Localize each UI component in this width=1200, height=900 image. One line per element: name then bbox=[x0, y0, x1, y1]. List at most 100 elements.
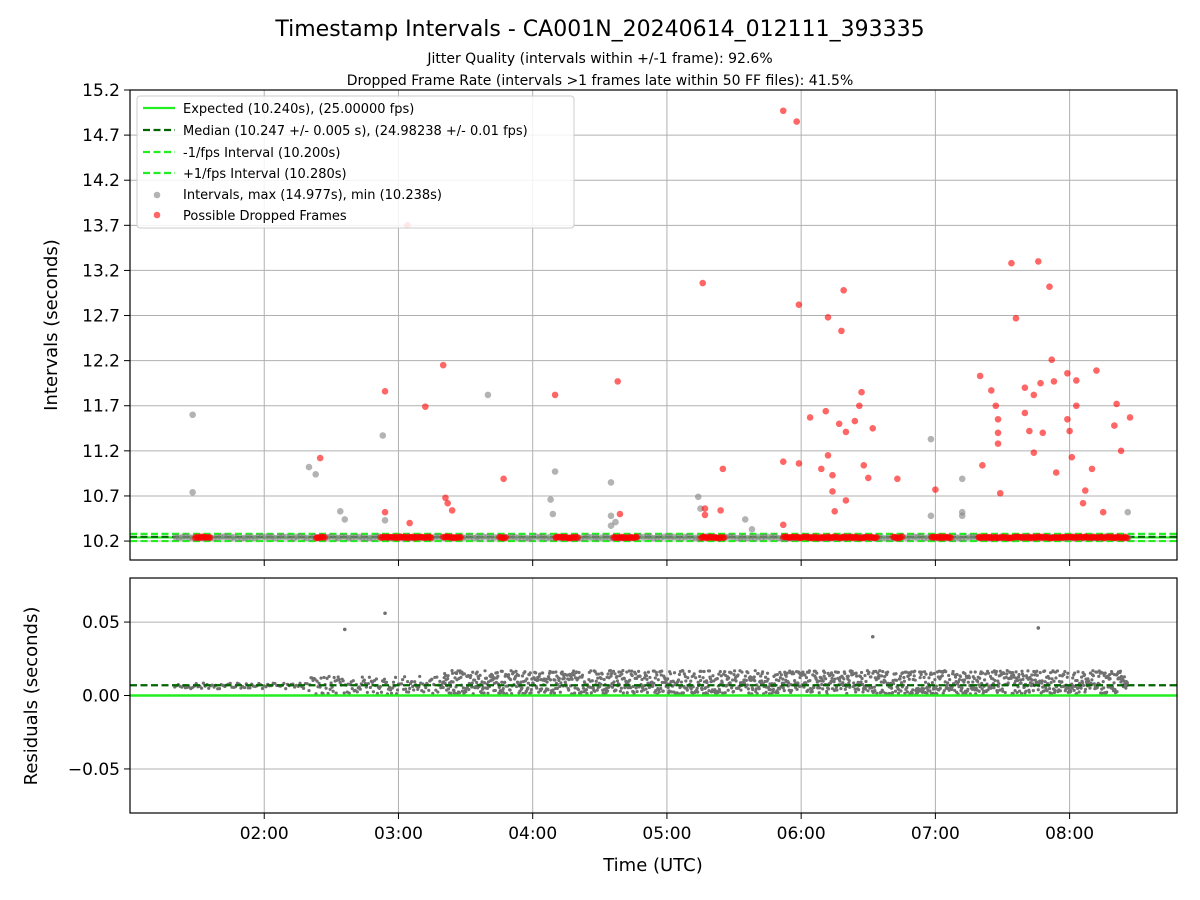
residual-point bbox=[1073, 671, 1077, 675]
residual-point bbox=[833, 677, 837, 681]
residual-point bbox=[886, 670, 890, 674]
residual-point bbox=[692, 672, 696, 676]
residual-point bbox=[960, 686, 964, 690]
residual-outlier bbox=[870, 634, 875, 639]
residual-point bbox=[327, 674, 331, 679]
residual-point bbox=[829, 671, 834, 675]
residual-point bbox=[842, 677, 846, 681]
dropped-frame-point bbox=[381, 508, 389, 516]
legend-median-label: Median (10.247 +/- 0.005 s), (24.98238 +… bbox=[183, 124, 528, 139]
residual-point bbox=[514, 669, 518, 673]
residual-point bbox=[761, 670, 765, 674]
residual-point bbox=[686, 676, 690, 680]
residual-point bbox=[630, 673, 634, 678]
residual-point bbox=[470, 681, 474, 685]
residual-point bbox=[660, 669, 664, 673]
residual-point bbox=[621, 669, 625, 673]
residual-point bbox=[1026, 669, 1030, 673]
residual-point bbox=[873, 689, 877, 693]
residual-point bbox=[948, 677, 952, 682]
residual-point bbox=[977, 689, 981, 693]
residual-point bbox=[600, 672, 604, 676]
residual-point bbox=[403, 675, 407, 679]
residual-point bbox=[867, 670, 871, 674]
residual-point bbox=[315, 679, 319, 683]
residual-point bbox=[821, 687, 825, 691]
residual-point bbox=[435, 675, 439, 679]
residual-point bbox=[1095, 670, 1099, 674]
residual-point bbox=[406, 679, 410, 684]
residual-point bbox=[648, 675, 652, 680]
residual-point bbox=[450, 668, 454, 673]
residual-point bbox=[201, 681, 205, 685]
dropped-frame-point bbox=[1052, 469, 1060, 476]
residual-point bbox=[668, 672, 673, 676]
residual-point bbox=[331, 689, 335, 693]
residual-point bbox=[560, 670, 564, 674]
x-tick-label: 03:00 bbox=[374, 824, 423, 844]
residual-point bbox=[497, 685, 501, 689]
residual-point bbox=[627, 669, 631, 673]
residual-point bbox=[747, 691, 751, 695]
residual-point bbox=[580, 673, 585, 677]
residual-point bbox=[585, 691, 589, 696]
residual-point bbox=[1050, 677, 1054, 681]
residual-point bbox=[930, 672, 934, 676]
dropped-frame-point bbox=[719, 465, 727, 473]
residual-point bbox=[746, 687, 750, 691]
residual-point bbox=[715, 677, 719, 681]
dropped-frame-point bbox=[824, 452, 832, 459]
interval-point bbox=[612, 518, 619, 526]
residual-point bbox=[930, 680, 935, 685]
residual-point bbox=[808, 679, 812, 683]
residual-point bbox=[777, 679, 781, 683]
residual-point bbox=[695, 686, 699, 690]
residual-point bbox=[978, 676, 982, 680]
residual-point bbox=[854, 671, 858, 675]
residual-point bbox=[1117, 677, 1122, 681]
residual-point bbox=[846, 674, 850, 678]
dropped-frame-point bbox=[381, 388, 389, 395]
dropped-frame-point bbox=[932, 486, 939, 493]
residual-point bbox=[481, 686, 486, 690]
residual-point bbox=[902, 675, 906, 680]
residual-point bbox=[913, 669, 917, 673]
residual-point bbox=[355, 690, 359, 694]
residual-point bbox=[509, 677, 513, 682]
dropped-frame-point bbox=[717, 507, 724, 514]
dropped-frame-point bbox=[994, 429, 1002, 437]
residual-point bbox=[793, 678, 797, 683]
residual-point bbox=[584, 687, 589, 692]
residual-point bbox=[828, 673, 832, 677]
dropped-frame-point bbox=[858, 388, 865, 396]
residual-point bbox=[1101, 680, 1105, 684]
residual-point bbox=[731, 678, 735, 682]
interval-point bbox=[694, 493, 702, 501]
dropped-frame-point bbox=[616, 510, 624, 518]
residual-point bbox=[718, 670, 722, 674]
x-axis-label: Time (UTC) bbox=[602, 855, 703, 876]
residual-point bbox=[334, 691, 338, 695]
residual-point bbox=[1041, 685, 1045, 689]
residual-point bbox=[501, 686, 505, 691]
dropped-frame-point bbox=[1064, 415, 1071, 423]
interval-point bbox=[927, 512, 935, 520]
intervals-plot: 10.2 10.7 11.2 11.7 12.2 12.7 13.2 13.7 14.2 14.7… bbox=[41, 81, 1178, 566]
residual-point bbox=[857, 688, 861, 692]
residual-point bbox=[1030, 678, 1034, 682]
residual-point bbox=[410, 680, 414, 684]
residual-point bbox=[555, 686, 559, 690]
residual-point bbox=[439, 686, 443, 690]
residual-point bbox=[509, 669, 513, 673]
residual-point bbox=[785, 671, 789, 675]
residual-point bbox=[679, 680, 684, 684]
residual-point bbox=[998, 688, 1002, 692]
residual-point bbox=[877, 673, 881, 678]
x-tick-label: 02:00 bbox=[240, 824, 289, 844]
residual-point bbox=[374, 677, 379, 681]
residual-point bbox=[557, 676, 561, 681]
residual-point bbox=[384, 680, 389, 684]
residual-point bbox=[545, 680, 549, 684]
residual-point bbox=[502, 691, 506, 695]
residual-point bbox=[860, 676, 864, 681]
